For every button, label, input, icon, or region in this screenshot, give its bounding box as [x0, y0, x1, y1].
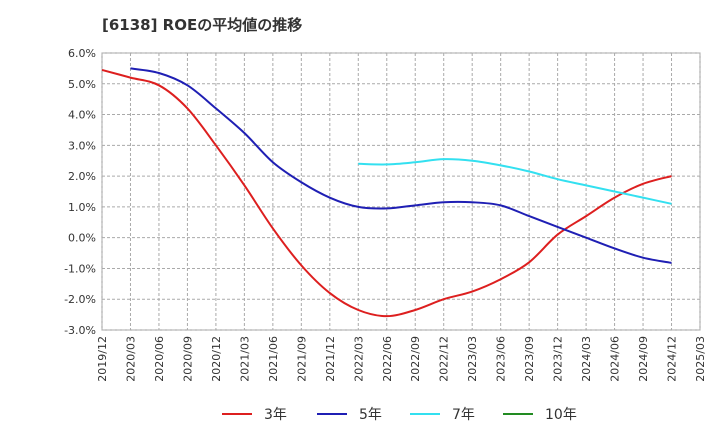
x-tick-label: 2022/06 [381, 336, 394, 382]
y-tick-label: 6.0% [68, 47, 96, 60]
legend-label-3: 7年 [452, 407, 475, 423]
y-tick-label: 2.0% [68, 170, 96, 183]
x-tick-label: 2022/12 [438, 336, 451, 382]
x-tick-label: 2023/12 [552, 336, 565, 382]
x-tick-label: 2024/09 [637, 336, 650, 382]
axes: 6.0% 5.0% 4.0% 3.0% 2.0% 1.0% 0.0% -1.0% -2.0% -3… [64, 47, 707, 382]
x-tick-label: 2020/03 [124, 336, 137, 382]
y-tick-label: -2.0% [64, 293, 96, 306]
series-line-1 [101, 68, 672, 318]
x-tick-label: 2022/09 [409, 336, 422, 382]
x-tick-label: 2023/06 [495, 336, 508, 382]
legend: 3年 5年 7年 10年 [222, 407, 577, 423]
chart-title: [6138] ROEの平均値の推移 [102, 16, 302, 34]
grid [101, 52, 701, 331]
y-tick-label: 1.0% [68, 201, 96, 214]
x-tick-label: 2021/12 [324, 336, 337, 382]
x-tick-label: 2023/09 [523, 336, 536, 382]
x-tick-label: 2024/06 [609, 336, 622, 382]
x-tick-label: 2023/03 [466, 336, 479, 382]
legend-label-1: 3年 [264, 407, 287, 423]
x-tick-label: 2020/06 [153, 336, 166, 382]
x-tick-label: 2021/03 [238, 336, 251, 382]
y-tick-label: -3.0% [64, 324, 96, 337]
series-line-2 [130, 67, 672, 264]
x-tick-label: 2020/12 [210, 336, 223, 382]
x-tick-label: 2024/12 [666, 336, 679, 382]
series-line-3 [358, 158, 672, 205]
y-tick-label: 3.0% [68, 139, 96, 152]
x-tick-label: 2024/03 [580, 336, 593, 382]
x-tick-label: 2020/09 [181, 336, 194, 382]
x-tick-label: 2022/03 [352, 336, 365, 382]
x-tick-label: 2025/03 [694, 336, 707, 382]
plot-border [101, 52, 701, 331]
y-tick-label: -1.0% [64, 262, 96, 275]
series [101, 67, 672, 318]
x-tick-label: 2019/12 [96, 336, 109, 382]
legend-label-2: 5年 [359, 407, 382, 423]
y-tick-label: 4.0% [68, 109, 96, 122]
y-tick-label: 0.0% [68, 232, 96, 245]
y-tick-label: 5.0% [68, 78, 96, 91]
legend-label-4: 10年 [545, 407, 577, 423]
x-tick-label: 2021/06 [267, 336, 280, 382]
x-tick-label: 2021/09 [295, 336, 308, 382]
